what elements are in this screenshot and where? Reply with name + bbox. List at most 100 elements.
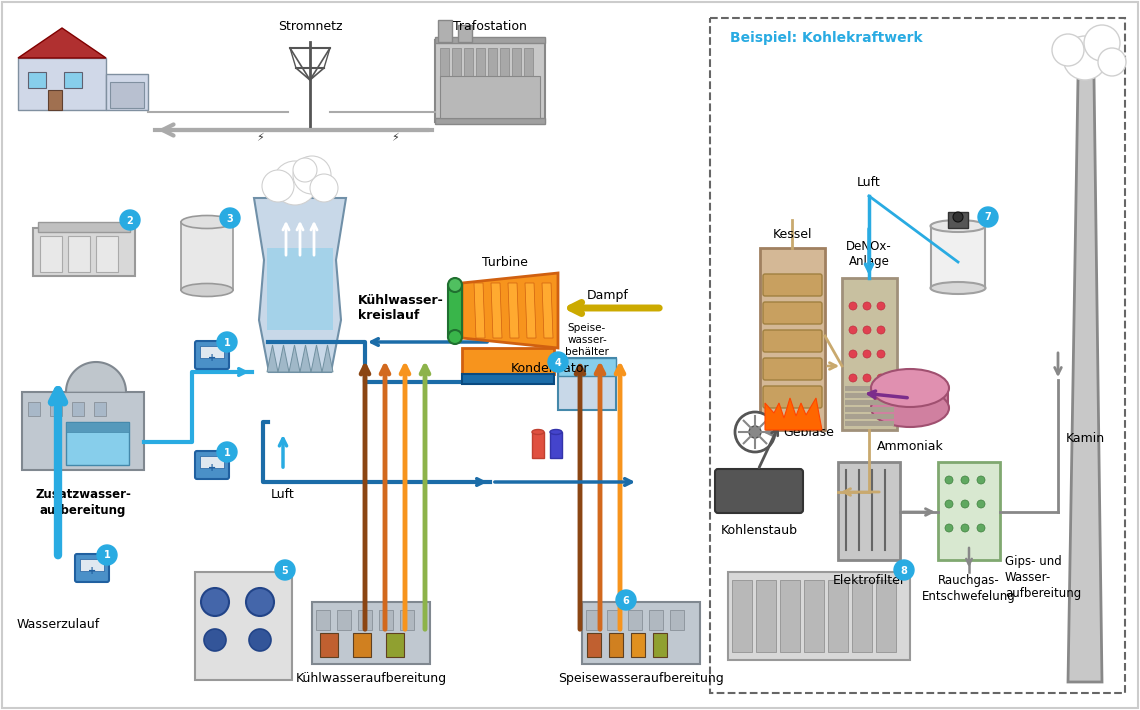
Bar <box>728 572 910 660</box>
Bar <box>22 392 144 470</box>
Bar <box>842 278 897 430</box>
Ellipse shape <box>448 278 462 292</box>
Bar <box>337 610 351 630</box>
Circle shape <box>749 426 762 438</box>
Bar <box>583 602 700 664</box>
Bar <box>609 633 622 657</box>
Circle shape <box>863 302 871 310</box>
Circle shape <box>275 560 295 580</box>
Ellipse shape <box>549 430 562 435</box>
Text: Speise-
wasser-
behälter: Speise- wasser- behälter <box>565 323 609 356</box>
Text: Stromnetz: Stromnetz <box>278 21 342 33</box>
Polygon shape <box>311 345 321 372</box>
Text: 4: 4 <box>555 358 561 368</box>
Bar <box>66 422 129 465</box>
Ellipse shape <box>930 282 985 294</box>
Bar <box>312 602 430 664</box>
Polygon shape <box>491 283 502 338</box>
Circle shape <box>877 374 885 382</box>
Circle shape <box>849 374 857 382</box>
Circle shape <box>120 210 140 230</box>
Text: 3: 3 <box>227 214 234 224</box>
Bar <box>557 358 616 376</box>
Text: +: + <box>88 566 96 576</box>
Polygon shape <box>462 273 557 348</box>
Ellipse shape <box>181 283 233 297</box>
Circle shape <box>201 588 229 616</box>
Bar <box>93 402 106 416</box>
Bar <box>532 432 544 458</box>
Bar <box>320 633 337 657</box>
Polygon shape <box>1068 78 1102 682</box>
Polygon shape <box>542 283 553 338</box>
Ellipse shape <box>871 369 948 407</box>
Bar <box>38 222 130 232</box>
Text: +: + <box>207 353 217 363</box>
Bar <box>845 386 894 391</box>
Circle shape <box>217 442 237 462</box>
FancyBboxPatch shape <box>715 469 803 513</box>
Bar <box>760 248 825 430</box>
Text: Ammoniak: Ammoniak <box>877 440 944 453</box>
Bar <box>440 76 540 118</box>
Bar <box>200 346 223 358</box>
Circle shape <box>977 524 985 532</box>
Bar <box>435 118 545 124</box>
Bar <box>845 414 894 419</box>
Polygon shape <box>526 283 536 338</box>
Text: 1: 1 <box>223 447 230 457</box>
Circle shape <box>217 332 237 352</box>
Circle shape <box>204 629 226 651</box>
Bar <box>80 559 104 571</box>
Bar <box>586 610 600 630</box>
Bar <box>195 572 292 680</box>
Bar <box>33 228 135 276</box>
Bar <box>845 393 894 398</box>
Text: 6: 6 <box>622 596 629 606</box>
Text: Wasserzulauf: Wasserzulauf <box>16 618 99 631</box>
Text: +: + <box>207 463 217 473</box>
Text: Rauchgas-
Entschwefelung: Rauchgas- Entschwefelung <box>922 574 1016 603</box>
Bar <box>477 48 484 76</box>
Circle shape <box>961 476 969 484</box>
Circle shape <box>97 545 117 565</box>
Bar <box>18 58 106 110</box>
Bar <box>28 72 46 88</box>
Circle shape <box>961 524 969 532</box>
Bar <box>200 456 223 468</box>
Polygon shape <box>474 283 484 338</box>
Polygon shape <box>321 345 333 372</box>
Circle shape <box>877 302 885 310</box>
Bar <box>50 402 62 416</box>
Bar <box>632 633 645 657</box>
Text: 7: 7 <box>985 212 992 222</box>
Circle shape <box>877 350 885 358</box>
Bar <box>458 25 472 42</box>
Ellipse shape <box>930 220 985 232</box>
Text: Dampf: Dampf <box>587 288 629 302</box>
Polygon shape <box>300 345 311 372</box>
Circle shape <box>849 302 857 310</box>
Circle shape <box>616 590 636 610</box>
Text: Kohlenstaub: Kohlenstaub <box>720 524 798 537</box>
Bar <box>606 610 621 630</box>
Circle shape <box>735 412 775 452</box>
FancyBboxPatch shape <box>195 341 229 369</box>
Bar <box>649 610 663 630</box>
Circle shape <box>272 161 317 205</box>
Circle shape <box>548 352 568 372</box>
Text: Speisewasseraufbereitung: Speisewasseraufbereitung <box>559 672 724 685</box>
Bar <box>931 226 985 288</box>
Bar <box>524 48 534 76</box>
Text: Gips- und
Wasser-
aufbereitung: Gips- und Wasser- aufbereitung <box>1005 555 1081 600</box>
Bar <box>28 402 40 416</box>
Bar <box>440 48 449 76</box>
Text: 2: 2 <box>127 216 133 226</box>
Bar <box>353 633 370 657</box>
Text: Kühlwasser-
kreislauf: Kühlwasser- kreislauf <box>358 294 443 322</box>
Text: Kühlwasseraufbereitung: Kühlwasseraufbereitung <box>295 672 447 685</box>
Circle shape <box>977 500 985 508</box>
Bar <box>852 580 872 652</box>
Polygon shape <box>278 345 290 372</box>
Circle shape <box>310 174 337 202</box>
